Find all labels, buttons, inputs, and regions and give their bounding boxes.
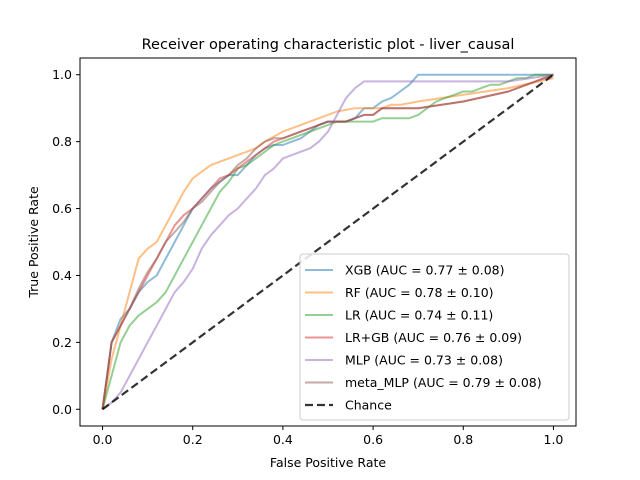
- series-line-1: [101, 77, 554, 410]
- x-tick-label: 0.4: [273, 432, 293, 447]
- axes-frame: [79, 57, 577, 427]
- chart-title: Receiver operating characteristic plot -…: [142, 37, 515, 53]
- legend-label-2: LR (AUC = 0.74 ± 0.11): [345, 308, 493, 323]
- x-tick-label: 1.0: [544, 432, 564, 447]
- x-tick-label: 0.8: [453, 432, 473, 447]
- legend-label-4: MLP (AUC = 0.73 ± 0.08): [345, 353, 503, 368]
- x-tick-label: 0.6: [363, 432, 383, 447]
- y-tick-label: 0.4: [52, 268, 72, 283]
- legend-label-3: LR+GB (AUC = 0.76 ± 0.09): [345, 330, 522, 345]
- x-tick-label: 0.0: [93, 432, 113, 447]
- legend-label-1: RF (AUC = 0.78 ± 0.10): [345, 285, 494, 300]
- y-tick-label: 0.2: [52, 335, 72, 350]
- legend: XGB (AUC = 0.77 ± 0.08) RF (AUC = 0.78 ± …: [299, 253, 570, 421]
- series-line-2: [101, 73, 554, 410]
- series-line-6: [101, 73, 555, 411]
- y-axis-label: True Positive Rate: [26, 186, 41, 299]
- legend-label-6: Chance: [345, 398, 392, 413]
- series-line-4: [101, 73, 554, 411]
- x-tick-label: 0.2: [183, 432, 203, 447]
- x-axis-label: False Positive Rate: [270, 455, 386, 470]
- legend-label-0: XGB (AUC = 0.77 ± 0.08): [345, 263, 505, 278]
- y-tick-label: 0.0: [52, 402, 72, 417]
- plot-area: 0.0 0.2 0.4 0.6 0.8 1.0 0.0 0.2 0.4 0.6 0.8 1.0: [52, 57, 577, 447]
- y-tick-label: 0.8: [52, 134, 72, 149]
- y-tick-label: 1.0: [52, 67, 72, 82]
- legend-label-5: meta_MLP (AUC = 0.79 ± 0.08): [345, 375, 542, 390]
- legend-box: [299, 253, 570, 421]
- y-tick-label: 0.6: [52, 201, 72, 216]
- series-line-5: [101, 73, 554, 410]
